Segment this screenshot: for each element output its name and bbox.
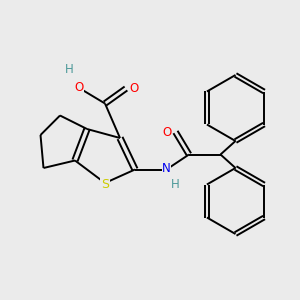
Text: O: O — [163, 125, 172, 139]
Text: O: O — [130, 82, 139, 95]
Text: O: O — [74, 81, 83, 94]
Text: N: N — [162, 161, 171, 175]
Text: S: S — [101, 178, 109, 191]
Text: H: H — [171, 178, 180, 191]
Text: H: H — [64, 62, 74, 76]
